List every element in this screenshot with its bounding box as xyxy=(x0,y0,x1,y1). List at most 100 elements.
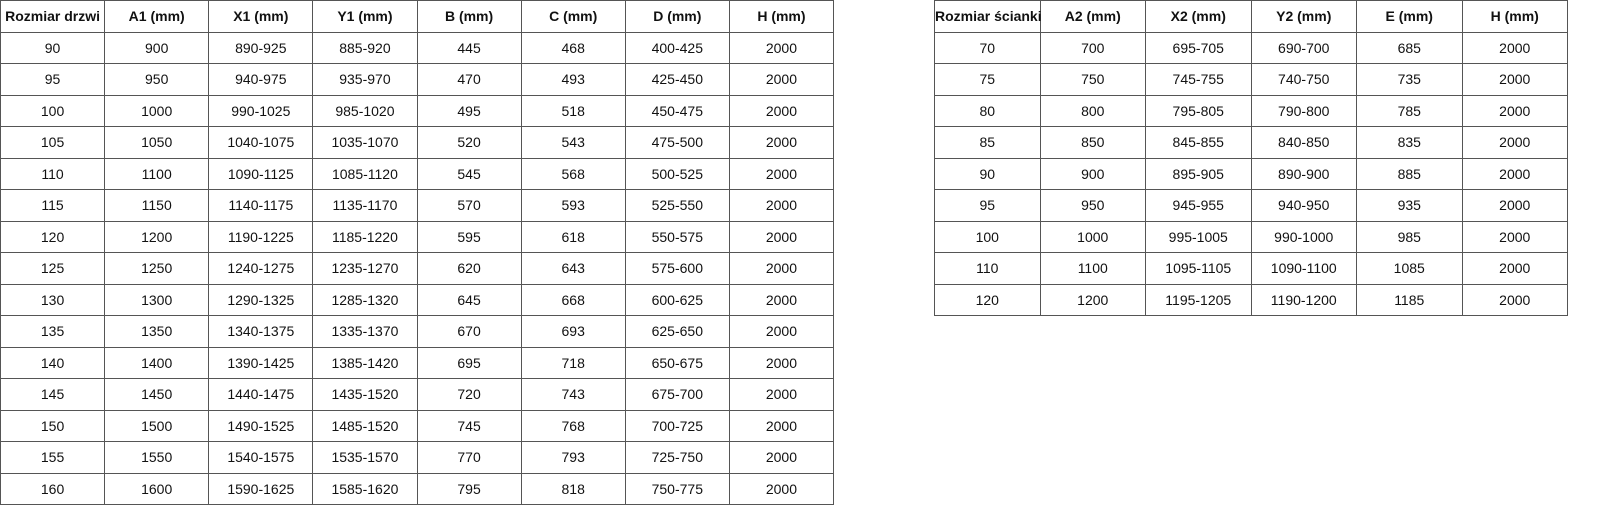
table-row: 130 1300 1290-1325 1285-1320 645 668 600-625 20… xyxy=(0,283,835,316)
table-cell: 1390-1425 xyxy=(208,346,314,379)
table-cell: 568 xyxy=(520,157,626,190)
column-header: C (mm) xyxy=(520,0,626,33)
table-cell: 785 xyxy=(1356,94,1463,127)
table-cell: 1550 xyxy=(104,441,210,474)
table-cell: 125 xyxy=(0,252,106,285)
table-cell: 475-500 xyxy=(624,126,730,159)
table-cell: 735 xyxy=(1356,63,1463,96)
column-header: A2 (mm) xyxy=(1039,0,1146,33)
table-cell: 2000 xyxy=(728,472,835,505)
table-cell: 835 xyxy=(1356,126,1463,159)
table-cell: 85 xyxy=(934,126,1041,159)
table-cell: 620 xyxy=(416,252,522,285)
column-header: Y1 (mm) xyxy=(312,0,418,33)
table-cell: 885-920 xyxy=(312,31,418,64)
table-cell: 725-750 xyxy=(624,441,730,474)
table-cell: 690-700 xyxy=(1250,31,1357,64)
table-cell: 743 xyxy=(520,378,626,411)
table-row: 155 1550 1540-1575 1535-1570 770 793 725-750 20… xyxy=(0,441,835,474)
table-cell: 1140-1175 xyxy=(208,189,314,222)
table-row: 70 700 695-705 690-700 685 2000 xyxy=(934,31,1568,64)
table-cell: 2000 xyxy=(1461,94,1568,127)
table-cell: 1000 xyxy=(104,94,210,127)
table-cell: 518 xyxy=(520,94,626,127)
column-header: Rozmiar drzwi xyxy=(0,0,106,33)
table-cell: 445 xyxy=(416,31,522,64)
table-cell: 700-725 xyxy=(624,409,730,442)
table-cell: 625-650 xyxy=(624,315,730,348)
table-cell: 945-955 xyxy=(1145,189,1252,222)
table-cell: 1190-1200 xyxy=(1250,283,1357,316)
table-cell: 700 xyxy=(1039,31,1146,64)
table-cell: 740-750 xyxy=(1250,63,1357,96)
table-cell: 550-575 xyxy=(624,220,730,253)
column-header: A1 (mm) xyxy=(104,0,210,33)
column-header: D (mm) xyxy=(624,0,730,33)
table-cell: 1100 xyxy=(104,157,210,190)
table-cell: 90 xyxy=(0,31,106,64)
table-row: 80 800 795-805 790-800 785 2000 xyxy=(934,94,1568,127)
table-row: 145 1450 1440-1475 1435-1520 720 743 675-700 20… xyxy=(0,378,835,411)
table-cell: 593 xyxy=(520,189,626,222)
table-cell: 545 xyxy=(416,157,522,190)
table-cell: 2000 xyxy=(728,63,835,96)
table-cell: 990-1000 xyxy=(1250,220,1357,253)
table-cell: 495 xyxy=(416,94,522,127)
table-cell: 718 xyxy=(520,346,626,379)
table-row: 120 1200 1195-1205 1190-1200 1185 2000 xyxy=(934,283,1568,316)
table-cell: 650-675 xyxy=(624,346,730,379)
table-cell: 2000 xyxy=(728,94,835,127)
table-cell: 1085-1120 xyxy=(312,157,418,190)
table-cell: 2000 xyxy=(1461,126,1568,159)
column-header: Y2 (mm) xyxy=(1250,0,1357,33)
table-cell: 135 xyxy=(0,315,106,348)
table-cell: 1350 xyxy=(104,315,210,348)
table-cell: 493 xyxy=(520,63,626,96)
table-cell: 120 xyxy=(934,283,1041,316)
table-cell: 770 xyxy=(416,441,522,474)
table-cell: 818 xyxy=(520,472,626,505)
table-cell: 1190-1225 xyxy=(208,220,314,253)
table-cell: 500-525 xyxy=(624,157,730,190)
table-row: 90 900 890-925 885-920 445 468 400-425 2000 xyxy=(0,31,835,64)
table-cell: 695 xyxy=(416,346,522,379)
table-cell: 2000 xyxy=(728,315,835,348)
column-header: B (mm) xyxy=(416,0,522,33)
table-cell: 768 xyxy=(520,409,626,442)
table-cell: 2000 xyxy=(728,157,835,190)
table-cell: 2000 xyxy=(1461,63,1568,96)
table-cell: 1135-1170 xyxy=(312,189,418,222)
table-cell: 750-775 xyxy=(624,472,730,505)
table-cell: 695-705 xyxy=(1145,31,1252,64)
table-cell: 400-425 xyxy=(624,31,730,64)
table-cell: 100 xyxy=(0,94,106,127)
table-cell: 750 xyxy=(1039,63,1146,96)
table-row: 85 850 845-855 840-850 835 2000 xyxy=(934,126,1568,159)
table-cell: 2000 xyxy=(1461,31,1568,64)
table-cell: 1400 xyxy=(104,346,210,379)
table-cell: 2000 xyxy=(728,252,835,285)
table-cell: 985 xyxy=(1356,220,1463,253)
table-cell: 155 xyxy=(0,441,106,474)
table-cell: 470 xyxy=(416,63,522,96)
column-header: X2 (mm) xyxy=(1145,0,1252,33)
table-cell: 1090-1125 xyxy=(208,157,314,190)
table-cell: 995-1005 xyxy=(1145,220,1252,253)
table-row: 140 1400 1390-1425 1385-1420 695 718 650-675 20… xyxy=(0,346,835,379)
table-cell: 1485-1520 xyxy=(312,409,418,442)
table-cell: 850 xyxy=(1039,126,1146,159)
table-cell: 1085 xyxy=(1356,252,1463,285)
table-cell: 720 xyxy=(416,378,522,411)
table-cell: 95 xyxy=(934,189,1041,222)
table-cell: 1535-1570 xyxy=(312,441,418,474)
table-cell: 885 xyxy=(1356,157,1463,190)
table-cell: 1385-1420 xyxy=(312,346,418,379)
table-cell: 795 xyxy=(416,472,522,505)
table-row: 110 1100 1095-1105 1090-1100 1085 2000 xyxy=(934,252,1568,285)
column-header: H (mm) xyxy=(1461,0,1568,33)
table-cell: 595 xyxy=(416,220,522,253)
table-row: 160 1600 1590-1625 1585-1620 795 818 750-775 20… xyxy=(0,472,835,505)
table-cell: 525-550 xyxy=(624,189,730,222)
table-cell: 425-450 xyxy=(624,63,730,96)
table-cell: 1540-1575 xyxy=(208,441,314,474)
